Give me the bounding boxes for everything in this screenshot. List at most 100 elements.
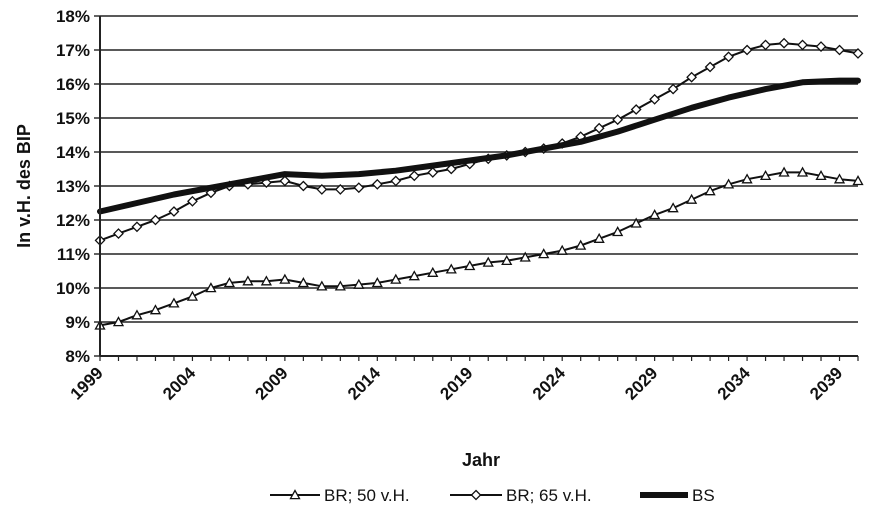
diamond-marker [649, 93, 661, 105]
triangle-marker [131, 309, 143, 320]
diamond-marker [427, 166, 439, 178]
x-tick-label: 2024 [529, 363, 570, 404]
triangle-marker [667, 202, 679, 213]
triangle-marker [353, 278, 365, 289]
triangle-marker [186, 290, 199, 301]
x-tick-label: 2029 [621, 363, 661, 403]
x-axis-label: Jahr [462, 450, 500, 470]
legend-entry: BR; 50 v.H. [270, 486, 410, 505]
legend-label: BR; 50 v.H. [324, 486, 410, 505]
triangle-marker [501, 254, 513, 266]
triangle-marker [519, 251, 531, 262]
diamond-marker [297, 180, 309, 192]
triangle-marker [112, 316, 125, 327]
series-bs [97, 77, 861, 215]
legend-label: BR; 65 v.H. [506, 486, 592, 505]
diamond-marker [834, 44, 845, 56]
triangle-marker [427, 266, 439, 277]
triangle-marker [445, 263, 457, 274]
triangle-marker [612, 226, 624, 237]
diamond-marker [445, 163, 457, 175]
diamond-marker [797, 39, 808, 51]
series-layer [94, 37, 864, 330]
y-tick-label: 11% [57, 245, 90, 264]
triangle-marker [556, 244, 568, 255]
diamond-marker [815, 41, 827, 53]
series-line [99, 42, 859, 242]
triangle-marker [260, 275, 272, 286]
triangle-marker [593, 232, 605, 243]
triangle-marker [279, 273, 291, 284]
triangle-marker [630, 217, 642, 228]
y-axis-tick-labels: 8% 9% 10% 11% 12% 13% 14% 15% 16% 17% 18% [56, 7, 90, 366]
triangle-marker [289, 489, 301, 500]
x-axis-tick-labels: 1999 2004 2009 2014 2019 2024 2029 2034 2039 [67, 363, 847, 404]
diamond-marker [593, 122, 605, 134]
series-line [97, 77, 861, 215]
diamond-marker [168, 206, 180, 217]
triangle-marker [316, 280, 328, 291]
diamond-marker [741, 44, 753, 56]
diamond-marker [408, 170, 420, 182]
triangle-marker [575, 239, 587, 250]
diamond-marker [113, 228, 124, 240]
legend-entry: BS [640, 486, 715, 505]
x-tick-label: 2039 [806, 363, 846, 403]
diamond-marker [353, 182, 365, 194]
triangle-marker [741, 173, 753, 184]
triangle-marker [704, 185, 716, 196]
x-tick-label: 2004 [159, 363, 200, 404]
x-tick-label: 2034 [714, 363, 755, 404]
triangle-marker [778, 166, 790, 177]
diamond-marker [279, 175, 291, 187]
y-tick-label: 15% [56, 109, 90, 128]
y-tick-label: 9% [65, 313, 90, 332]
diamond-marker [131, 221, 143, 233]
diamond-marker [371, 178, 383, 190]
diamond-marker [612, 114, 624, 126]
y-tick-label: 17% [56, 41, 90, 60]
diamond-marker [686, 71, 698, 83]
diamond-marker [334, 183, 346, 195]
triangle-marker [371, 277, 383, 288]
diamond-marker [390, 175, 402, 187]
x-tick-label: 2019 [436, 363, 476, 403]
triangle-marker [759, 169, 772, 181]
diamond-marker [150, 214, 161, 226]
diamond-marker [852, 47, 864, 59]
y-tick-label: 14% [56, 143, 90, 162]
triangle-marker [334, 280, 346, 291]
diamond-marker [187, 195, 198, 207]
triangle-marker [482, 256, 494, 267]
triangle-marker [815, 169, 827, 181]
diamond-marker [470, 489, 482, 501]
triangle-marker [722, 178, 735, 189]
legend-entry: BR; 65 v.H. [450, 486, 592, 505]
legend-label: BS [692, 486, 715, 505]
triangle-marker [464, 260, 476, 271]
triangle-marker [168, 297, 180, 308]
x-tick-label: 2014 [344, 363, 385, 404]
diamond-marker [667, 83, 679, 95]
triangle-marker [223, 277, 236, 288]
y-tick-label: 8% [65, 347, 90, 366]
triangle-marker [833, 173, 846, 184]
triangle-marker [408, 270, 420, 281]
triangle-marker [852, 175, 864, 186]
legend: BR; 50 v.H. BR; 65 v.H. BS [270, 486, 715, 505]
x-tick-label: 2009 [252, 363, 292, 403]
triangle-marker [686, 193, 698, 204]
diamond-marker [704, 61, 716, 73]
y-tick-label: 10% [56, 279, 90, 298]
triangle-marker [297, 277, 309, 288]
y-tick-label: 16% [56, 75, 90, 94]
diamond-marker [760, 39, 771, 51]
diamond-marker [630, 104, 642, 115]
triangle-marker [205, 282, 217, 293]
triangle-marker [390, 273, 402, 284]
triangle-marker [796, 166, 809, 177]
x-tick-label: 1999 [67, 363, 107, 403]
series-br-50-v-h- [94, 166, 864, 330]
diamond-marker [723, 51, 735, 63]
